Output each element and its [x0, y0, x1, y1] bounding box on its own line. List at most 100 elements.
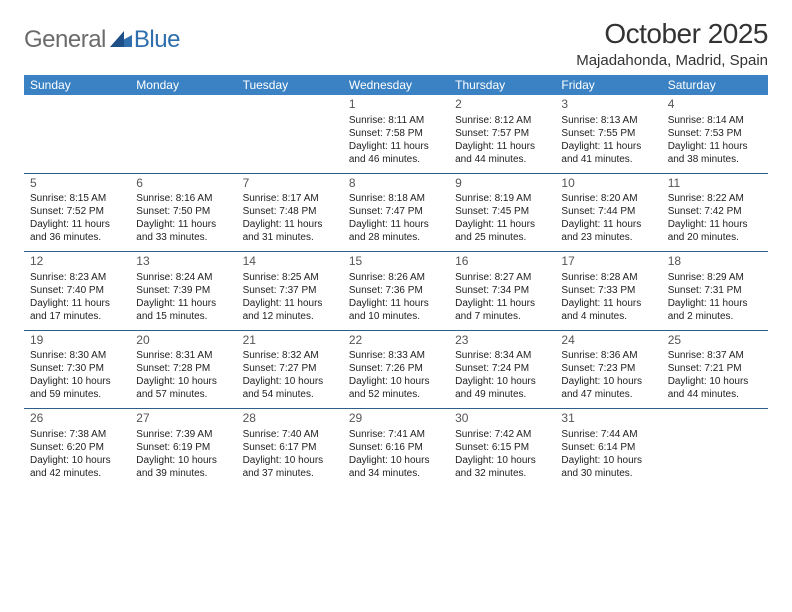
- sunset-line: Sunset: 7:44 PM: [561, 205, 655, 218]
- day-cell: 30Sunrise: 7:42 AMSunset: 6:15 PMDayligh…: [449, 409, 555, 487]
- sunset-line: Sunset: 7:23 PM: [561, 362, 655, 375]
- weekday-header: Thursday: [449, 75, 555, 95]
- sunrise-line: Sunrise: 8:25 AM: [243, 271, 337, 284]
- day-cell: 28Sunrise: 7:40 AMSunset: 6:17 PMDayligh…: [237, 409, 343, 487]
- sunrise-line: Sunrise: 8:32 AM: [243, 349, 337, 362]
- week-row: 1Sunrise: 8:11 AMSunset: 7:58 PMDaylight…: [24, 95, 768, 173]
- daylight-line: Daylight: 11 hours and 46 minutes.: [349, 140, 443, 166]
- sunset-line: Sunset: 7:31 PM: [668, 284, 762, 297]
- sunset-line: Sunset: 6:16 PM: [349, 441, 443, 454]
- day-number: 19: [30, 333, 124, 349]
- sunset-line: Sunset: 7:57 PM: [455, 127, 549, 140]
- daylight-line: Daylight: 10 hours and 57 minutes.: [136, 375, 230, 401]
- day-cell: 18Sunrise: 8:29 AMSunset: 7:31 PMDayligh…: [662, 252, 768, 330]
- day-cell: 21Sunrise: 8:32 AMSunset: 7:27 PMDayligh…: [237, 331, 343, 409]
- day-number: 4: [668, 97, 762, 113]
- sunset-line: Sunset: 7:36 PM: [349, 284, 443, 297]
- day-number: 11: [668, 176, 762, 192]
- day-number: 8: [349, 176, 443, 192]
- daylight-line: Daylight: 10 hours and 39 minutes.: [136, 454, 230, 480]
- daylight-line: Daylight: 10 hours and 52 minutes.: [349, 375, 443, 401]
- sunset-line: Sunset: 7:27 PM: [243, 362, 337, 375]
- daylight-line: Daylight: 11 hours and 10 minutes.: [349, 297, 443, 323]
- day-number: 29: [349, 411, 443, 427]
- day-number: 16: [455, 254, 549, 270]
- weekday-header: Monday: [130, 75, 236, 95]
- day-cell: 6Sunrise: 8:16 AMSunset: 7:50 PMDaylight…: [130, 174, 236, 252]
- daylight-line: Daylight: 11 hours and 25 minutes.: [455, 218, 549, 244]
- sunrise-line: Sunrise: 8:24 AM: [136, 271, 230, 284]
- day-cell: 29Sunrise: 7:41 AMSunset: 6:16 PMDayligh…: [343, 409, 449, 487]
- day-cell: 10Sunrise: 8:20 AMSunset: 7:44 PMDayligh…: [555, 174, 661, 252]
- day-cell: 31Sunrise: 7:44 AMSunset: 6:14 PMDayligh…: [555, 409, 661, 487]
- week-row: 19Sunrise: 8:30 AMSunset: 7:30 PMDayligh…: [24, 331, 768, 409]
- day-number: 12: [30, 254, 124, 270]
- daylight-line: Daylight: 11 hours and 23 minutes.: [561, 218, 655, 244]
- day-number: 6: [136, 176, 230, 192]
- day-cell: 8Sunrise: 8:18 AMSunset: 7:47 PMDaylight…: [343, 174, 449, 252]
- daylight-line: Daylight: 11 hours and 15 minutes.: [136, 297, 230, 323]
- week-row: 12Sunrise: 8:23 AMSunset: 7:40 PMDayligh…: [24, 252, 768, 330]
- day-cell: [662, 409, 768, 487]
- sunrise-line: Sunrise: 8:33 AM: [349, 349, 443, 362]
- day-cell: 3Sunrise: 8:13 AMSunset: 7:55 PMDaylight…: [555, 95, 661, 173]
- week-row: 5Sunrise: 8:15 AMSunset: 7:52 PMDaylight…: [24, 174, 768, 252]
- sunrise-line: Sunrise: 8:28 AM: [561, 271, 655, 284]
- day-number: 15: [349, 254, 443, 270]
- day-cell: [237, 95, 343, 173]
- day-number: 1: [349, 97, 443, 113]
- day-number: 21: [243, 333, 337, 349]
- day-cell: [130, 95, 236, 173]
- calendar-table: Sunday Monday Tuesday Wednesday Thursday…: [24, 75, 768, 487]
- daylight-line: Daylight: 11 hours and 4 minutes.: [561, 297, 655, 323]
- daylight-line: Daylight: 11 hours and 38 minutes.: [668, 140, 762, 166]
- sunset-line: Sunset: 6:20 PM: [30, 441, 124, 454]
- location-label: Majadahonda, Madrid, Spain: [576, 52, 768, 69]
- sunset-line: Sunset: 7:48 PM: [243, 205, 337, 218]
- day-cell: 9Sunrise: 8:19 AMSunset: 7:45 PMDaylight…: [449, 174, 555, 252]
- brand-text-general: General: [24, 26, 106, 54]
- sunrise-line: Sunrise: 8:19 AM: [455, 192, 549, 205]
- sunset-line: Sunset: 7:45 PM: [455, 205, 549, 218]
- weekday-header-row: Sunday Monday Tuesday Wednesday Thursday…: [24, 75, 768, 95]
- day-cell: 19Sunrise: 8:30 AMSunset: 7:30 PMDayligh…: [24, 331, 130, 409]
- sunset-line: Sunset: 7:50 PM: [136, 205, 230, 218]
- day-cell: 15Sunrise: 8:26 AMSunset: 7:36 PMDayligh…: [343, 252, 449, 330]
- day-number: 18: [668, 254, 762, 270]
- day-number: 28: [243, 411, 337, 427]
- sunset-line: Sunset: 7:58 PM: [349, 127, 443, 140]
- sunrise-line: Sunrise: 8:14 AM: [668, 114, 762, 127]
- day-cell: 11Sunrise: 8:22 AMSunset: 7:42 PMDayligh…: [662, 174, 768, 252]
- sunset-line: Sunset: 7:42 PM: [668, 205, 762, 218]
- daylight-line: Daylight: 10 hours and 54 minutes.: [243, 375, 337, 401]
- sunrise-line: Sunrise: 7:42 AM: [455, 428, 549, 441]
- sunset-line: Sunset: 7:24 PM: [455, 362, 549, 375]
- day-number: 7: [243, 176, 337, 192]
- sunset-line: Sunset: 6:19 PM: [136, 441, 230, 454]
- sunrise-line: Sunrise: 8:29 AM: [668, 271, 762, 284]
- sunrise-line: Sunrise: 8:26 AM: [349, 271, 443, 284]
- daylight-line: Daylight: 10 hours and 30 minutes.: [561, 454, 655, 480]
- daylight-line: Daylight: 11 hours and 36 minutes.: [30, 218, 124, 244]
- sunset-line: Sunset: 6:15 PM: [455, 441, 549, 454]
- day-number: 10: [561, 176, 655, 192]
- sunrise-line: Sunrise: 8:17 AM: [243, 192, 337, 205]
- day-cell: 17Sunrise: 8:28 AMSunset: 7:33 PMDayligh…: [555, 252, 661, 330]
- weekday-header: Saturday: [662, 75, 768, 95]
- sunrise-line: Sunrise: 8:11 AM: [349, 114, 443, 127]
- day-cell: 23Sunrise: 8:34 AMSunset: 7:24 PMDayligh…: [449, 331, 555, 409]
- header-row: General Blue October 2025 Majadahonda, M…: [24, 18, 768, 69]
- sunrise-line: Sunrise: 7:41 AM: [349, 428, 443, 441]
- sunrise-line: Sunrise: 8:23 AM: [30, 271, 124, 284]
- sunrise-line: Sunrise: 8:36 AM: [561, 349, 655, 362]
- sunrise-line: Sunrise: 8:15 AM: [30, 192, 124, 205]
- brand-logo: General Blue: [24, 18, 180, 54]
- day-number: 17: [561, 254, 655, 270]
- sunrise-line: Sunrise: 8:20 AM: [561, 192, 655, 205]
- day-number: 31: [561, 411, 655, 427]
- daylight-line: Daylight: 11 hours and 33 minutes.: [136, 218, 230, 244]
- sunset-line: Sunset: 7:26 PM: [349, 362, 443, 375]
- day-number: 26: [30, 411, 124, 427]
- sunset-line: Sunset: 7:52 PM: [30, 205, 124, 218]
- sunrise-line: Sunrise: 8:22 AM: [668, 192, 762, 205]
